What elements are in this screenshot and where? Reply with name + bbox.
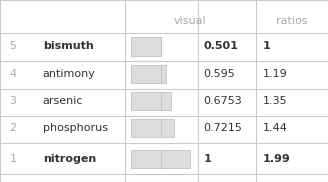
Text: 5: 5 — [10, 41, 17, 51]
Text: ratios: ratios — [276, 16, 308, 26]
Text: bismuth: bismuth — [43, 41, 93, 51]
Bar — [131, 37, 161, 56]
Text: 1: 1 — [10, 154, 17, 164]
Text: 0.6753: 0.6753 — [203, 96, 242, 106]
Bar — [131, 65, 166, 83]
Text: 0.7215: 0.7215 — [203, 123, 242, 133]
Text: 1.99: 1.99 — [262, 154, 290, 164]
Bar — [131, 119, 174, 137]
Text: arsenic: arsenic — [43, 96, 83, 106]
Text: phosphorus: phosphorus — [43, 123, 108, 133]
Text: 3: 3 — [10, 96, 17, 106]
Text: 1.44: 1.44 — [262, 123, 287, 133]
Bar — [131, 150, 190, 168]
Text: 1: 1 — [262, 41, 270, 51]
Text: visual: visual — [174, 16, 207, 26]
Text: 1.19: 1.19 — [262, 69, 287, 79]
Text: 0.595: 0.595 — [203, 69, 235, 79]
Text: 0.501: 0.501 — [203, 41, 238, 51]
Text: 4: 4 — [10, 69, 17, 79]
Text: antimony: antimony — [43, 69, 95, 79]
Text: 1.35: 1.35 — [262, 96, 287, 106]
Text: 1: 1 — [203, 154, 211, 164]
Text: 2: 2 — [10, 123, 17, 133]
Text: nitrogen: nitrogen — [43, 154, 96, 164]
Bar — [131, 92, 171, 110]
